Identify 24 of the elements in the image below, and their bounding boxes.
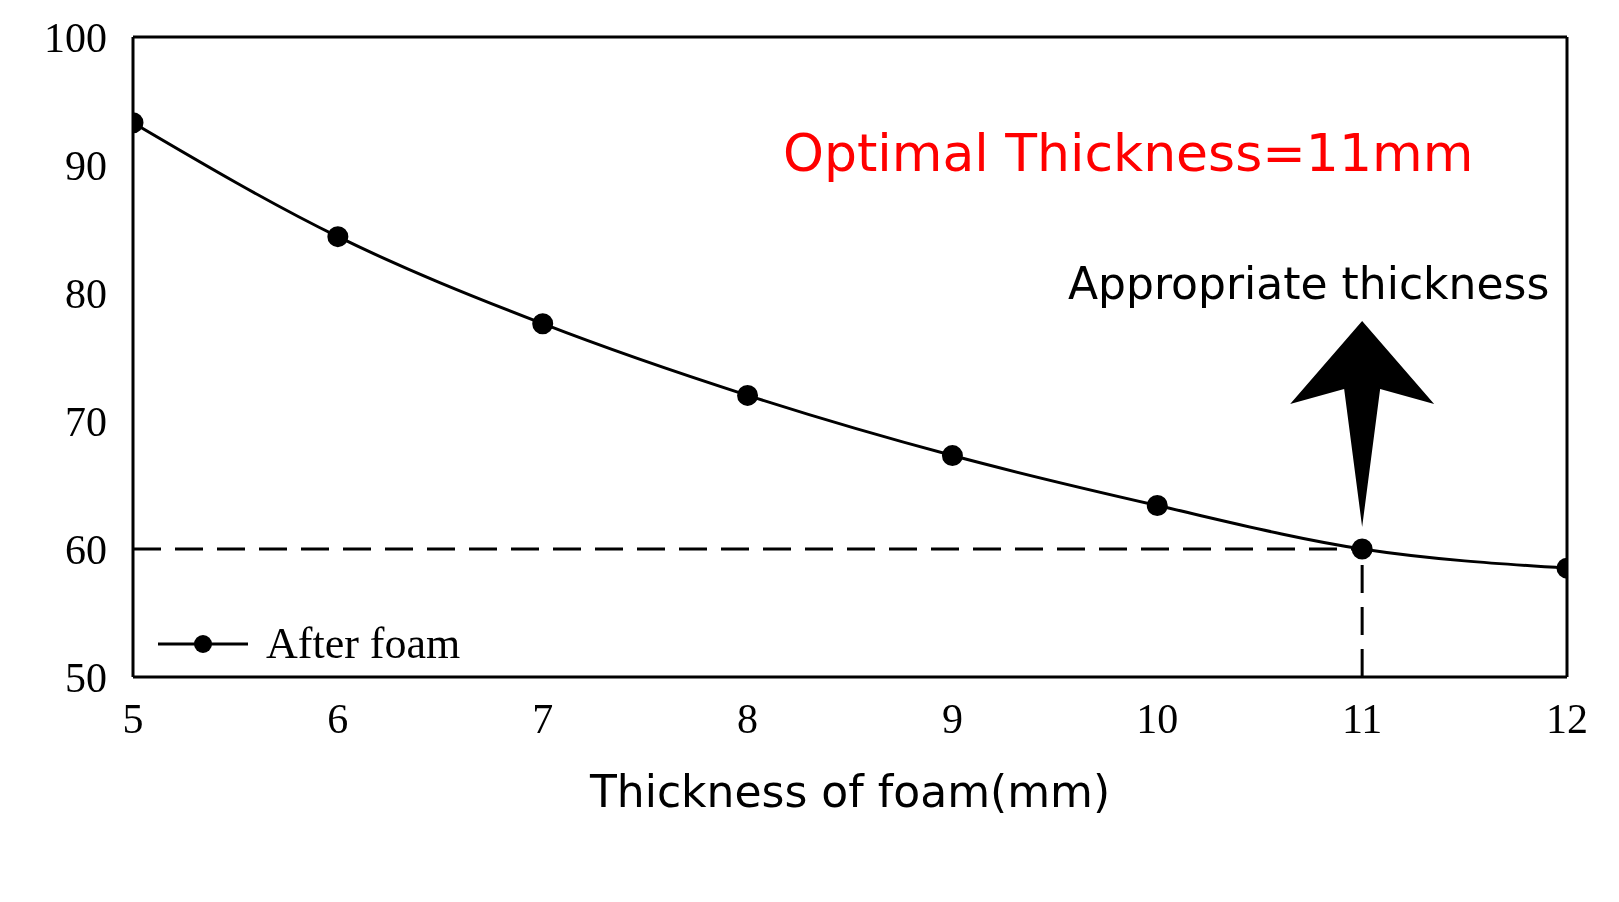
point <box>941 445 963 467</box>
y-tick-label: 90 <box>65 142 107 189</box>
x-axis-title: Thickness of foam(mm) <box>588 766 1111 817</box>
x-tick-label: 9 <box>941 695 963 742</box>
y-tick-label: 100 <box>44 14 107 61</box>
x-tick-label: 11 <box>1341 695 1383 742</box>
x-tick-label: 6 <box>327 695 349 742</box>
point <box>532 313 554 335</box>
x-tick-label: 7 <box>532 695 554 742</box>
point <box>327 226 349 248</box>
legend-label: After foam <box>266 618 461 669</box>
x-tick-label: 12 <box>1546 695 1588 742</box>
x-tick-label: 5 <box>122 695 144 742</box>
y-tick-label: 50 <box>65 654 107 701</box>
y-tick-label: 80 <box>65 270 107 317</box>
y-tick-label: 60 <box>65 526 107 573</box>
point <box>737 384 759 406</box>
annotation: Optimal Thickness=11mm <box>783 123 1474 183</box>
point <box>1351 538 1373 560</box>
y-tick-label: 70 <box>65 398 107 445</box>
x-tick-label: 10 <box>1136 695 1179 742</box>
annotation: Appropriate thickness <box>1068 258 1550 309</box>
x-tick-label: 8 <box>737 695 759 742</box>
point <box>1146 494 1168 516</box>
